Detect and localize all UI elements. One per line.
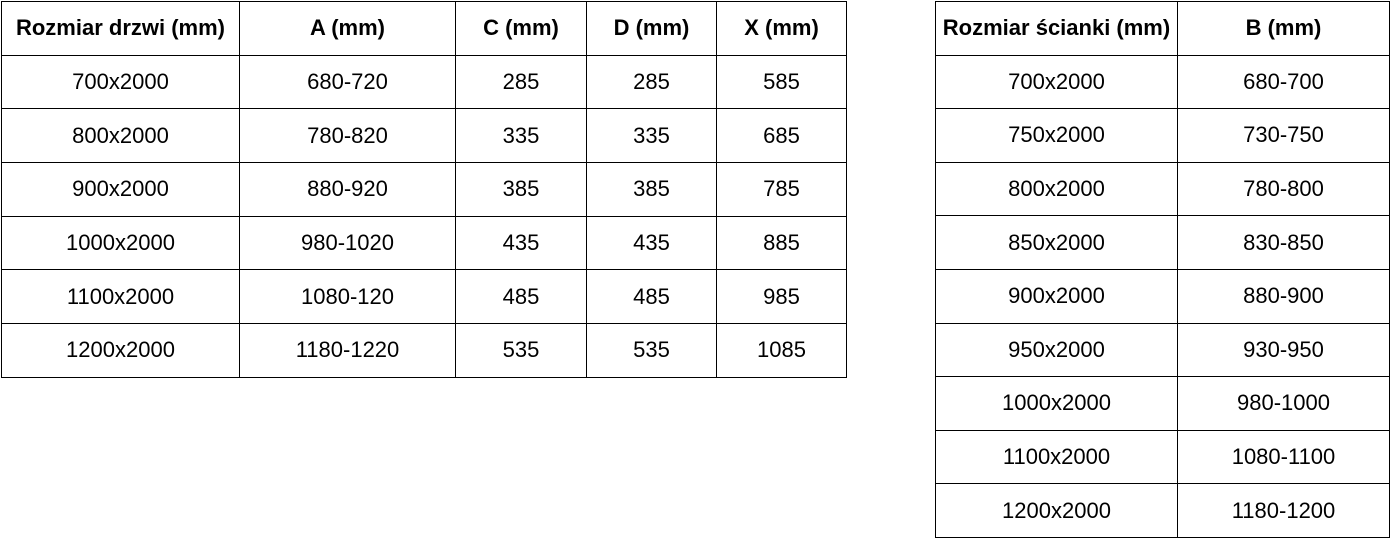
table-row: 750x2000 730-750 (935, 108, 1390, 163)
table-cell: 385 (586, 162, 717, 217)
table-cell: 885 (716, 215, 847, 271)
table-row: 1100x2000 1080-1100 (935, 429, 1390, 485)
table-row: 1200x2000 1180-1200 (935, 483, 1390, 538)
table-cell: 1200x2000 (935, 483, 1178, 538)
table-row: 950x2000 930-950 (935, 322, 1390, 378)
table-cell: 900x2000 (935, 268, 1178, 324)
table-cell: 1000x2000 (1, 215, 240, 271)
column-header: C (mm) (455, 1, 587, 56)
table-cell: 435 (586, 215, 717, 271)
table-row: 1200x2000 1180-1220 535 535 1085 (1, 323, 847, 378)
table-row: 1000x2000 980-1000 (935, 376, 1390, 431)
table-cell: 900x2000 (1, 162, 240, 217)
door-sizes-body: 700x2000 680-720 285 285 585 800x2000 780-820 3… (1, 54, 847, 378)
table-cell: 585 (716, 54, 847, 110)
table-cell: 385 (455, 162, 587, 217)
table-cell: 950x2000 (935, 322, 1178, 378)
table-cell: 535 (586, 323, 717, 378)
table-cell: 785 (716, 162, 847, 217)
table-cell: 485 (586, 269, 717, 325)
table-cell: 700x2000 (935, 54, 1178, 110)
table-cell: 980-1000 (1177, 376, 1390, 431)
table-cell: 800x2000 (935, 161, 1178, 217)
table-cell: 780-800 (1177, 161, 1390, 217)
table-cell: 1100x2000 (1, 269, 240, 325)
door-sizes-table: Rozmiar drzwi (mm) A (mm) C (mm) D (mm) X (m… (1, 1, 847, 378)
table-row: 700x2000 680-720 285 285 585 (1, 54, 847, 110)
table-cell: 980-1020 (239, 215, 456, 271)
table-cell: 780-820 (239, 108, 456, 164)
column-header: X (mm) (716, 1, 847, 56)
table-cell: 680-700 (1177, 54, 1390, 110)
wall-panel-sizes-body: 700x2000 680-700 750x2000 730-750 800x2000 78… (935, 54, 1390, 538)
column-header: B (mm) (1177, 1, 1390, 56)
table-cell: 930-950 (1177, 322, 1390, 378)
table-row: 800x2000 780-820 335 335 685 (1, 108, 847, 164)
table-cell: 700x2000 (1, 54, 240, 110)
table-cell: 335 (586, 108, 717, 164)
table-cell: 880-920 (239, 162, 456, 217)
table-cell: 435 (455, 215, 587, 271)
column-header: Rozmiar ścianki (mm) (935, 1, 1178, 56)
table-cell: 880-900 (1177, 268, 1390, 324)
table-cell: 535 (455, 323, 587, 378)
table-row: 900x2000 880-920 385 385 785 (1, 162, 847, 217)
door-sizes-header-row: Rozmiar drzwi (mm) A (mm) C (mm) D (mm) X (m… (1, 1, 847, 56)
table-row: 800x2000 780-800 (935, 161, 1390, 217)
table-row: 700x2000 680-700 (935, 54, 1390, 110)
table-cell: 1180-1220 (239, 323, 456, 378)
table-cell: 1100x2000 (935, 429, 1178, 485)
table-row: 1000x2000 980-1020 435 435 885 (1, 215, 847, 271)
table-cell: 1080-120 (239, 269, 456, 325)
table-cell: 335 (455, 108, 587, 164)
table-cell: 730-750 (1177, 108, 1390, 163)
table-row: 850x2000 830-850 (935, 215, 1390, 270)
table-cell: 1200x2000 (1, 323, 240, 378)
table-row: 1100x2000 1080-120 485 485 985 (1, 269, 847, 325)
table-cell: 680-720 (239, 54, 456, 110)
table-cell: 800x2000 (1, 108, 240, 164)
table-cell: 850x2000 (935, 215, 1178, 270)
table-cell: 985 (716, 269, 847, 325)
table-cell: 285 (455, 54, 587, 110)
column-header: Rozmiar drzwi (mm) (1, 1, 240, 56)
table-row: 900x2000 880-900 (935, 268, 1390, 324)
table-cell: 1180-1200 (1177, 483, 1390, 538)
table-cell: 830-850 (1177, 215, 1390, 270)
table-cell: 285 (586, 54, 717, 110)
table-cell: 1080-1100 (1177, 429, 1390, 485)
column-header: A (mm) (239, 1, 456, 56)
table-cell: 1085 (716, 323, 847, 378)
table-cell: 1000x2000 (935, 376, 1178, 431)
table-cell: 485 (455, 269, 587, 325)
wall-panel-sizes-header-row: Rozmiar ścianki (mm) B (mm) (935, 1, 1390, 56)
table-cell: 750x2000 (935, 108, 1178, 163)
table-cell: 685 (716, 108, 847, 164)
wall-panel-sizes-table: Rozmiar ścianki (mm) B (mm) 700x2000 680-7… (935, 1, 1390, 538)
column-header: D (mm) (586, 1, 717, 56)
